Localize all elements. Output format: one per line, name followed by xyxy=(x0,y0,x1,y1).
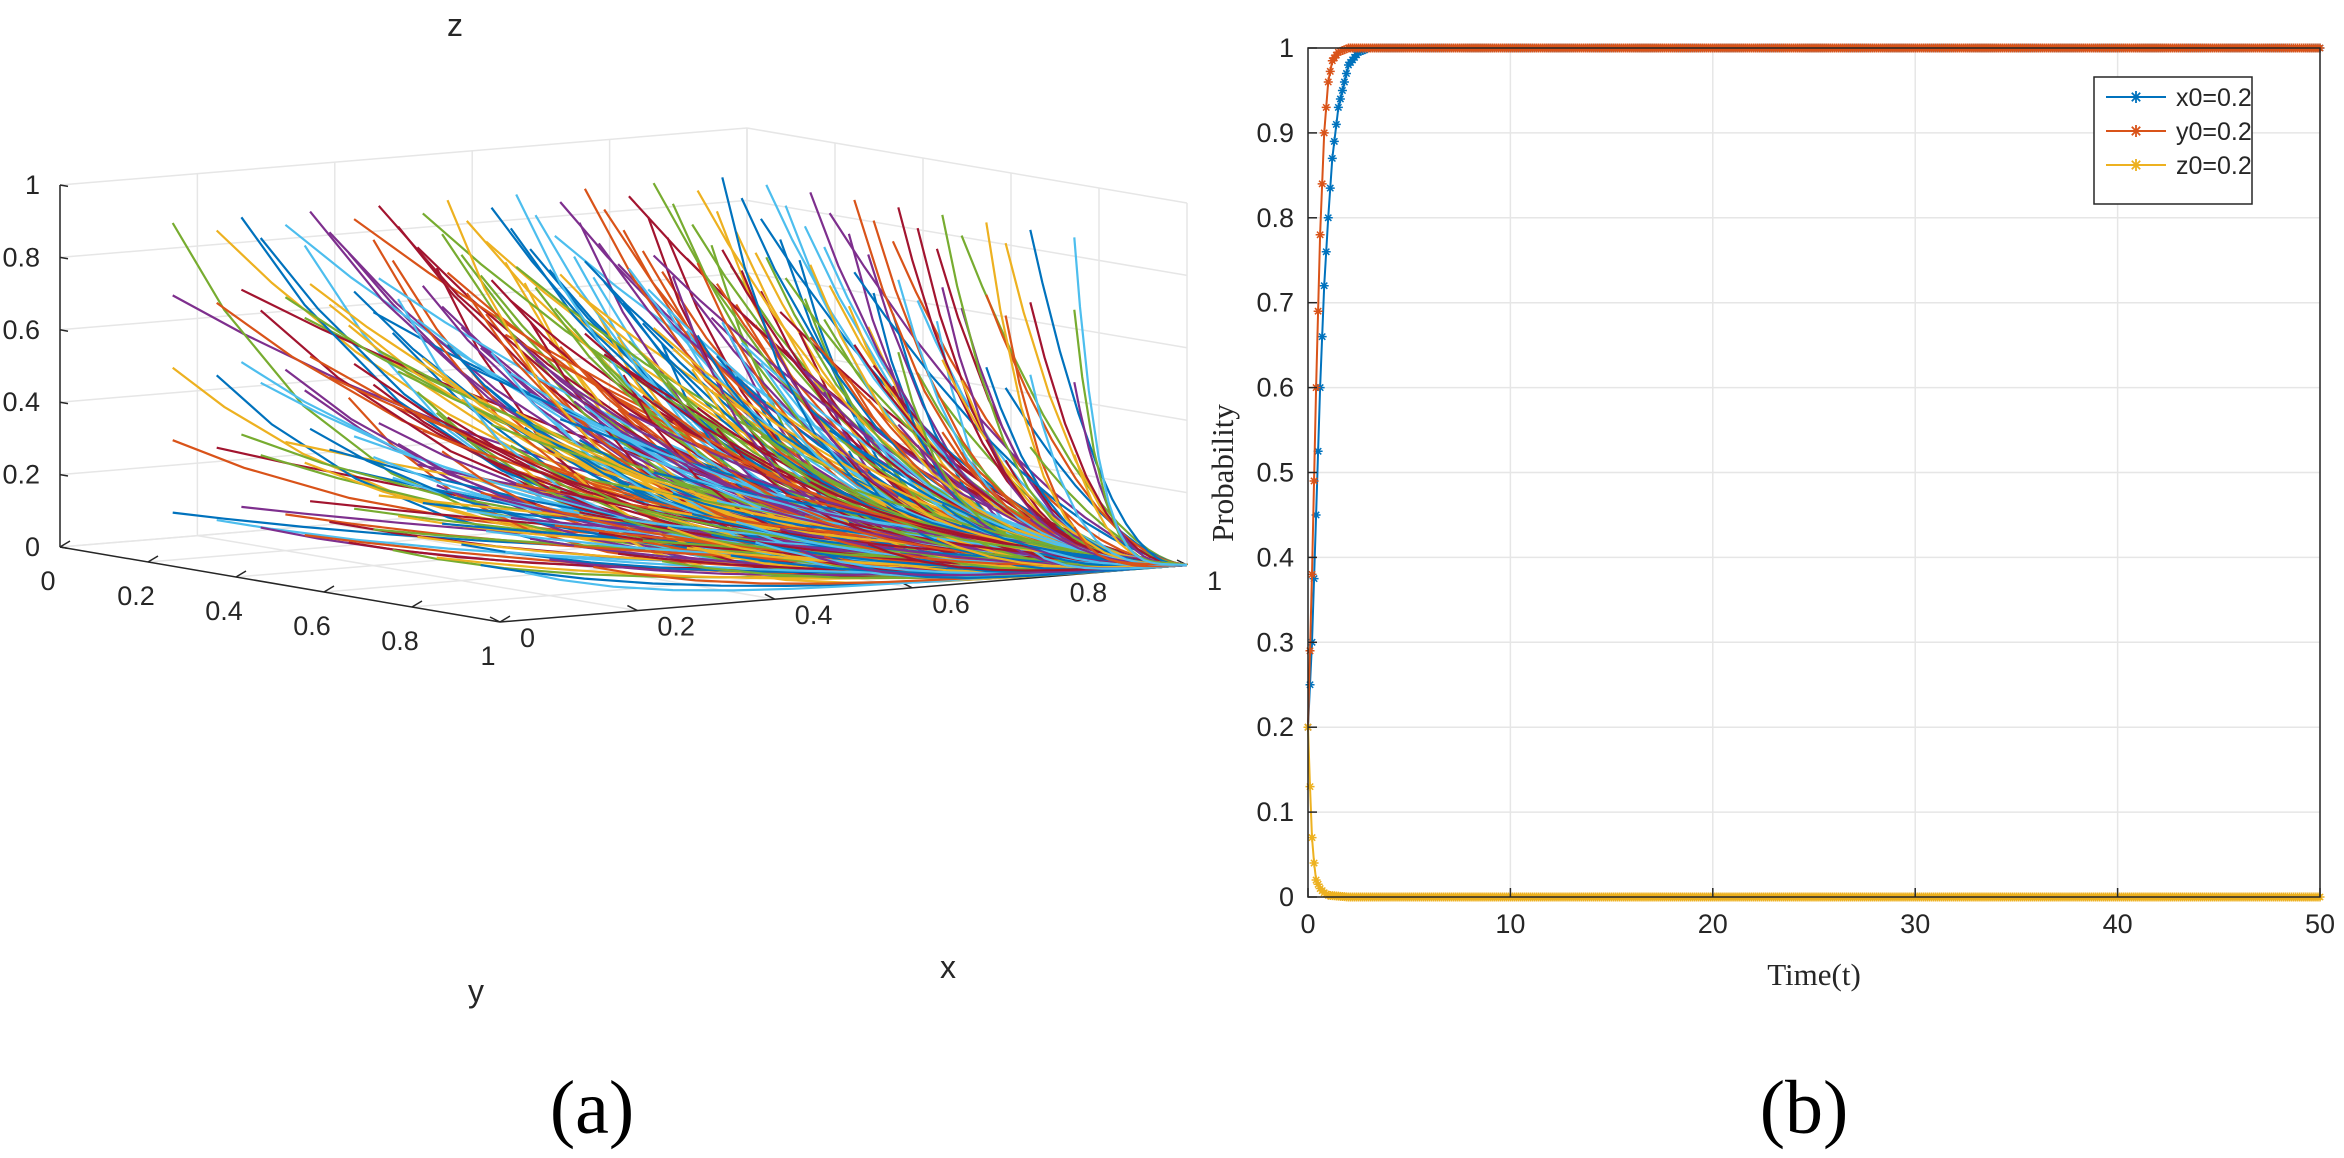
x-tick-label: 0.8 xyxy=(1070,577,1108,607)
z-tick-mark xyxy=(59,256,69,260)
x-tick-mark xyxy=(764,593,776,600)
chart-a-trajectories xyxy=(171,177,1188,592)
y-tick-label: 0.4 xyxy=(205,596,243,626)
x-tick-label: 0 xyxy=(1300,909,1315,939)
z-tick-label: 1 xyxy=(25,170,40,200)
y-tick-label: 0.4 xyxy=(1256,542,1294,572)
legend-entry-label: x0=0.2 xyxy=(2176,84,2252,112)
plot-frame xyxy=(1307,47,2321,898)
panel-a-label: (a) xyxy=(550,1066,634,1150)
axis-line xyxy=(59,546,501,623)
chart-b-legend: x0=0.2 y0=0.2 z0=0.2 xyxy=(2093,76,2253,205)
z-tick-label: 0 xyxy=(25,532,40,562)
z-tick-mark xyxy=(59,329,69,332)
chart-b-axes xyxy=(1307,47,2321,898)
panel-b-label: (b) xyxy=(1760,1066,1849,1150)
x-tick-label: 0.6 xyxy=(932,589,970,619)
z-tick-label: 0.4 xyxy=(2,387,40,417)
x-tick-label: 40 xyxy=(2103,909,2133,939)
wall-grid-line xyxy=(746,127,1188,204)
x-tick-label: 1 xyxy=(1207,566,1222,596)
z-tick-label: 0.6 xyxy=(2,315,40,345)
legend-entry-label: z0=0.2 xyxy=(2176,152,2252,180)
y-tick-label: 1 xyxy=(1279,33,1294,63)
chart-a-tick-labels: 00.20.40.60.810 0.2 0.4 0.6 0.8 10 0.2 0.4 0.6 0.… xyxy=(2,170,1222,671)
x-tick-label: 0.4 xyxy=(795,600,833,630)
y-tick-label: 0.6 xyxy=(293,611,331,641)
chart-b-legend-box xyxy=(2093,76,2253,205)
x-tick-mark xyxy=(627,604,638,612)
y-tick-label: 1 xyxy=(480,641,495,671)
chart-b-x-axis-label: Time(t) xyxy=(1767,957,1861,992)
z-tick-mark xyxy=(59,546,69,550)
y-tick-label: 0 xyxy=(40,566,55,596)
y-tick-mark xyxy=(499,615,511,623)
chart-a-z-axis-label: z xyxy=(447,7,463,43)
z-tick-mark xyxy=(59,401,69,405)
chart-b-tick-labels: 0 10 20 30 40 50 0 0.1 0.2 0.3 0.4 0.5 0.6 0.7 0.8 0.9 1 xyxy=(1256,33,2335,939)
legend-entry-label: y0=0.2 xyxy=(2176,118,2252,146)
wall-grid-line xyxy=(59,199,748,259)
x-tick-label: 20 xyxy=(1698,909,1728,939)
wall-grid-line xyxy=(746,272,1188,349)
wall-grid-line xyxy=(59,127,748,186)
x-tick-label: 0 xyxy=(520,623,535,653)
x-tick-label: 50 xyxy=(2305,909,2335,939)
chart-a-x-axis-label: x xyxy=(940,949,956,985)
wall-grid-line xyxy=(746,199,1188,277)
y-tick-mark xyxy=(59,540,71,548)
x-tick-label: 30 xyxy=(1900,909,1930,939)
y-tick-label: 0.8 xyxy=(1256,203,1294,233)
y-tick-label: 0.6 xyxy=(1256,373,1294,403)
chart-b-y-axis-label: Probability xyxy=(1205,404,1240,542)
y-tick-label: 0.5 xyxy=(1256,458,1294,488)
y-tick-label: 0.7 xyxy=(1256,288,1294,318)
y-tick-label: 0.3 xyxy=(1256,627,1294,657)
floor-grid-line-x xyxy=(197,534,638,612)
y-tick-mark xyxy=(147,555,159,563)
legend-swatch-marker xyxy=(2130,91,2142,103)
y-tick-label: 0.2 xyxy=(1256,712,1294,742)
x-tick-mark xyxy=(489,616,501,623)
chart-a-y-axis-label: y xyxy=(468,973,484,1009)
z-tick-mark xyxy=(59,473,69,477)
y-tick-label: 0.2 xyxy=(117,581,155,611)
x-tick-label: 10 xyxy=(1495,909,1525,939)
legend-swatch-marker xyxy=(2130,159,2142,171)
y-tick-mark xyxy=(235,570,247,578)
x-tick-label: 0.2 xyxy=(657,612,695,642)
legend-swatch-marker xyxy=(2130,125,2142,137)
y-tick-mark xyxy=(411,600,423,608)
z-tick-mark xyxy=(59,184,69,188)
z-tick-label: 0.2 xyxy=(2,460,40,490)
y-tick-label: 0.9 xyxy=(1256,118,1294,148)
trajectory-line xyxy=(1073,237,1187,567)
chart-a-3d-trajectories: 00.20.40.60.810 0.2 0.4 0.6 0.8 10 0.2 0.4 0.6 0.… xyxy=(2,7,1222,1009)
y-tick-label: 0 xyxy=(1279,882,1294,912)
y-tick-mark xyxy=(323,585,335,593)
y-tick-label: 0.8 xyxy=(381,626,419,656)
y-tick-label: 0.1 xyxy=(1256,797,1294,827)
chart-b-time-series: 0 10 20 30 40 50 0 0.1 0.2 0.3 0.4 0.5 0.6 0.7 0.8 0.9 1… xyxy=(1205,33,2335,992)
z-tick-label: 0.8 xyxy=(2,242,40,272)
